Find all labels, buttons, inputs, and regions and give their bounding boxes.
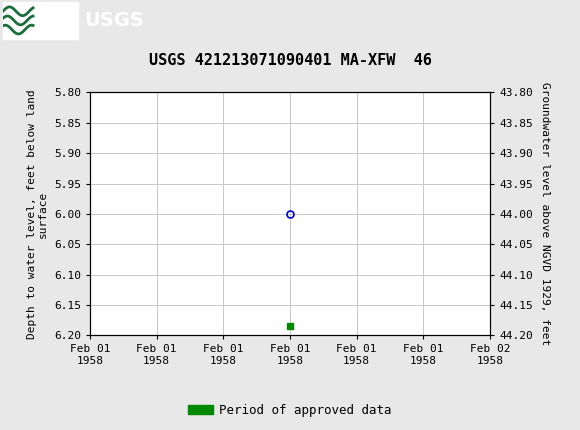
Y-axis label: Depth to water level, feet below land
surface: Depth to water level, feet below land su… xyxy=(27,89,48,339)
Text: USGS: USGS xyxy=(84,11,144,30)
FancyBboxPatch shape xyxy=(3,2,78,39)
Text: USGS 421213071090401 MA-XFW  46: USGS 421213071090401 MA-XFW 46 xyxy=(148,53,432,68)
Y-axis label: Groundwater level above NGVD 1929, feet: Groundwater level above NGVD 1929, feet xyxy=(539,82,549,346)
Legend: Period of approved data: Period of approved data xyxy=(183,399,397,421)
